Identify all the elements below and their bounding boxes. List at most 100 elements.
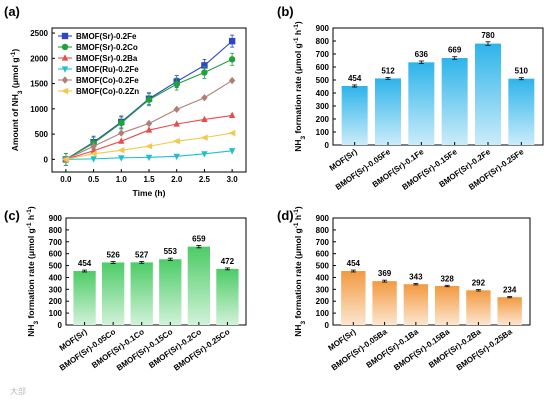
x-tick-label: 1.5	[143, 175, 155, 184]
bar-chart-c: (c) 0 100 200 300 400 500 600 700 800 900 NH3 forma…	[4, 206, 247, 373]
y-axis-label-part: -1	[293, 37, 300, 43]
data-point	[228, 56, 236, 63]
data-label: 512	[381, 66, 395, 75]
y-tick-label: 400	[316, 273, 330, 282]
data-label: 234	[503, 286, 517, 295]
data-label: 472	[221, 257, 235, 266]
data-point	[118, 129, 125, 137]
y-tick-label: 500	[49, 262, 63, 271]
data-point	[61, 87, 69, 95]
y-axis-label-part: )	[293, 21, 303, 24]
bar	[102, 262, 125, 325]
data-point	[201, 115, 208, 123]
x-tick-label: BMOF(Sr)-0.2Ba	[427, 327, 483, 370]
data-point	[145, 126, 153, 133]
y-tick-label: 200	[49, 297, 63, 306]
data-point	[228, 76, 236, 85]
series-3	[62, 148, 236, 164]
y-tick-label: 900	[49, 214, 63, 223]
data-point	[173, 80, 180, 88]
data-point	[172, 137, 180, 145]
data-point	[201, 94, 208, 102]
bar-chart-b: (b) 0 100 200 300 400 500 600 700 800 900 NH3 forma…	[277, 4, 544, 192]
data-label: 669	[448, 46, 462, 55]
x-tick-label: BMOF(Sr)-0.05Fe	[334, 147, 393, 192]
data-point	[173, 153, 180, 161]
x-tick-label: 2.5	[199, 175, 211, 184]
y-tick-label: 900	[316, 214, 330, 223]
data-label: 292	[472, 279, 486, 288]
bar	[434, 286, 460, 325]
x-tick-label: BMOF(Sr)-0.15Ba	[392, 327, 452, 372]
bar	[475, 43, 501, 145]
y-tick-label: 400	[316, 89, 330, 98]
data-label: 454	[348, 74, 362, 83]
data-point	[61, 54, 69, 61]
data-point	[228, 111, 236, 119]
data-label: 510	[515, 67, 529, 76]
y-tick-label: 200	[316, 115, 330, 124]
data-label: 328	[440, 274, 454, 283]
data-point	[173, 120, 180, 127]
data-point	[61, 32, 69, 40]
data-point	[61, 66, 69, 73]
data-point	[145, 119, 153, 128]
y-axis-label-part: NH	[293, 324, 303, 336]
data-point	[90, 142, 97, 150]
y-tick-label: 2500	[30, 29, 48, 38]
legend-label: BMOF(Sr)-0.2Co	[76, 43, 138, 52]
y-axis-label-part: )	[10, 49, 20, 52]
y-axis-label-part: -1	[293, 222, 300, 228]
y-axis-label-part: Amount of NH	[10, 94, 20, 151]
bar	[159, 259, 182, 325]
panel-label: (c)	[4, 208, 20, 223]
y-axis-label-part: -1	[10, 51, 17, 57]
data-label: 527	[135, 250, 149, 259]
data-point	[61, 43, 69, 51]
data-point	[173, 105, 180, 114]
data-point	[145, 143, 153, 150]
y-tick-label: 300	[316, 102, 330, 111]
y-axis-label-part: 3	[33, 320, 40, 324]
series-5	[62, 129, 236, 163]
plot-frame	[65, 217, 247, 326]
data-point	[200, 134, 208, 141]
y-axis-label: NH3 formation rate (μmol g-1 h-1)	[26, 206, 40, 337]
data-point	[61, 76, 69, 84]
x-tick-label: BMOF(Sr)-0.05Ba	[330, 327, 390, 372]
panel-label: (d)	[277, 208, 294, 223]
plot-frame	[332, 217, 531, 326]
y-axis-label-part: 3	[300, 320, 307, 324]
x-axis-label: Time (h)	[133, 188, 166, 198]
y-axis-label-part: h	[26, 215, 36, 223]
plot-frame	[332, 27, 544, 146]
legend: BMOF(Sr)-0.2Fe BMOF(Sr)-0.2Co BMOF(Sr)-0.2…	[58, 32, 139, 96]
bar	[187, 246, 210, 325]
bar	[73, 271, 96, 325]
data-point	[118, 119, 125, 127]
y-tick-label: 800	[316, 37, 330, 46]
bar	[441, 58, 468, 145]
y-axis-label: NH3 formation rate (μmol g-1 h-1)	[293, 206, 307, 337]
data-point	[228, 148, 236, 155]
y-tick-label: 0	[325, 321, 330, 330]
panel-label: (a)	[4, 4, 20, 19]
legend-label: BMOF(Sr)-0.2Ba	[76, 54, 138, 63]
y-tick-label: 100	[49, 309, 63, 318]
data-point	[201, 69, 208, 76]
y-tick-label: 1500	[30, 80, 48, 89]
y-tick-label: 2000	[30, 54, 48, 63]
x-tick-label: 0.0	[60, 175, 72, 184]
line-chart-a: (a) 0.0 0.5 1.0 1.5 2.0 2.5 3.0 0 500 1000 1500 2000…	[4, 4, 247, 198]
x-tick-label: 1.0	[116, 175, 128, 184]
y-axis-label-part: )	[26, 206, 36, 209]
y-tick-label: 700	[49, 238, 63, 247]
y-tick-label: 600	[49, 250, 63, 259]
data-point	[228, 129, 236, 137]
y-tick-label: 100	[316, 128, 330, 137]
data-label: 780	[481, 31, 495, 40]
x-tick-label: BMOF(Sr)-0.25Ba	[455, 327, 515, 372]
y-tick-label: 500	[316, 262, 330, 271]
x-tick-label: 3.0	[227, 175, 239, 184]
bar	[341, 85, 368, 145]
